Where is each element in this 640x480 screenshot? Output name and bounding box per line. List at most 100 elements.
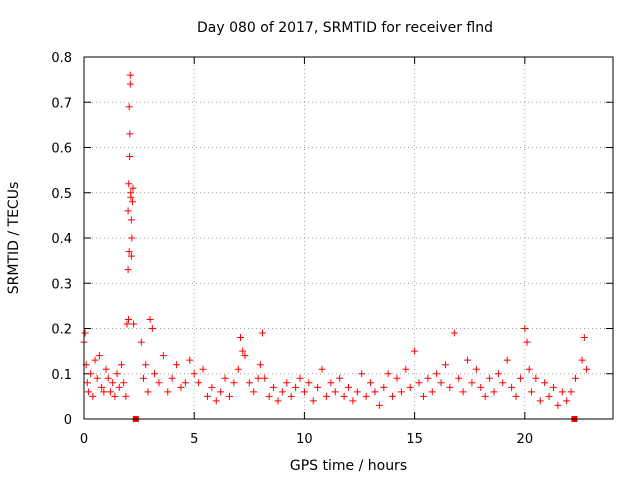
data-point	[464, 356, 472, 364]
data-point	[98, 383, 106, 391]
data-point	[173, 361, 181, 369]
y-tick-label: 0.2	[51, 323, 72, 338]
data-point	[109, 379, 117, 387]
y-tick-label: 0.7	[51, 96, 72, 111]
data-point	[270, 383, 278, 391]
data-point	[250, 388, 258, 396]
y-tick-label: 0	[64, 413, 72, 428]
data-point	[481, 392, 489, 400]
data-point	[126, 153, 134, 161]
data-point	[309, 397, 317, 405]
data-point	[508, 383, 516, 391]
data-point	[541, 379, 549, 387]
data-point	[115, 383, 123, 391]
data-point	[126, 80, 134, 88]
data-point	[411, 347, 419, 355]
data-point	[122, 392, 130, 400]
data-point	[155, 379, 163, 387]
data-point	[89, 392, 97, 400]
x-tick-label: 20	[517, 432, 534, 447]
data-point	[144, 388, 152, 396]
data-point	[563, 397, 571, 405]
data-point	[130, 320, 138, 328]
data-point	[125, 248, 133, 256]
data-point	[578, 356, 586, 364]
data-point	[371, 388, 379, 396]
data-point	[296, 374, 304, 382]
data-point	[127, 193, 135, 201]
data-point	[314, 383, 322, 391]
y-tick-label: 0.1	[51, 368, 72, 383]
data-point	[159, 352, 167, 360]
data-point	[212, 397, 220, 405]
data-point	[125, 180, 133, 188]
data-point	[446, 383, 454, 391]
data-point	[486, 374, 494, 382]
data-point	[190, 370, 198, 378]
data-point	[254, 374, 262, 382]
data-point	[327, 379, 335, 387]
x-tick-label: 10	[296, 432, 313, 447]
data-point	[318, 365, 326, 373]
data-point	[389, 392, 397, 400]
data-point	[362, 392, 370, 400]
data-point	[127, 216, 135, 224]
data-point	[402, 365, 410, 373]
data-point	[503, 356, 511, 364]
data-point	[554, 401, 562, 409]
data-point	[137, 338, 145, 346]
data-point	[199, 365, 207, 373]
data-point	[104, 374, 112, 382]
data-point	[375, 401, 383, 409]
data-point	[545, 392, 553, 400]
y-tick-label: 0.8	[51, 51, 72, 66]
y-tick-label: 0.5	[51, 187, 72, 202]
data-point	[148, 325, 156, 332]
data-point	[81, 329, 89, 337]
data-point	[128, 234, 136, 242]
data-point	[477, 383, 485, 391]
data-point	[106, 388, 114, 396]
data-point	[322, 392, 330, 400]
data-point	[100, 388, 108, 396]
data-points	[80, 71, 591, 422]
data-point	[380, 383, 388, 391]
data-point	[428, 388, 436, 396]
data-point	[140, 374, 148, 382]
data-point	[203, 392, 211, 400]
data-point	[580, 334, 588, 342]
data-point	[124, 266, 132, 274]
data-point	[177, 383, 185, 391]
data-point	[397, 388, 405, 396]
y-tick-label: 0.4	[51, 232, 72, 247]
data-point	[358, 370, 366, 378]
data-point	[490, 388, 498, 396]
data-point	[494, 370, 502, 378]
data-point	[181, 379, 189, 387]
data-point	[424, 374, 432, 382]
data-point	[292, 383, 300, 391]
data-point	[278, 388, 286, 396]
data-point	[340, 392, 348, 400]
data-point	[256, 361, 264, 369]
data-point	[186, 356, 194, 364]
data-point	[142, 361, 150, 369]
data-point	[125, 315, 133, 323]
data-point	[95, 352, 103, 360]
data-point	[527, 388, 535, 396]
data-point	[168, 374, 176, 382]
data-point	[245, 379, 253, 387]
y-axis-label: SRMTID / TECUs	[6, 182, 22, 295]
data-point	[234, 365, 242, 373]
data-point	[353, 388, 361, 396]
data-point	[236, 334, 244, 342]
chart-title: Day 080 of 2017, SRMTID for receiver fln…	[197, 20, 493, 36]
data-point	[472, 365, 480, 373]
data-point	[164, 388, 172, 396]
data-point	[549, 383, 557, 391]
data-point	[123, 320, 131, 328]
data-point	[450, 329, 458, 337]
data-point	[259, 329, 267, 337]
data-point	[241, 352, 249, 360]
